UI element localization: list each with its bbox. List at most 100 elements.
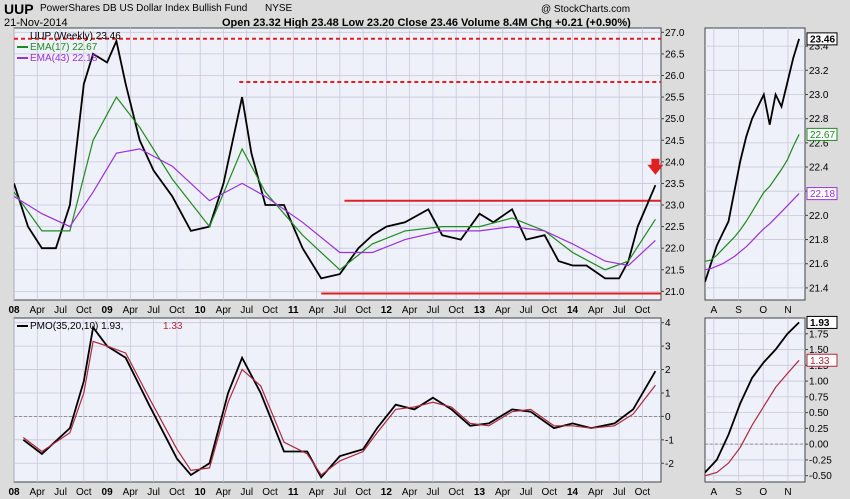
main-pmo-xtick-label: Jul xyxy=(240,487,253,498)
zoom-price-ytick-label: 21.4 xyxy=(809,283,829,294)
zoom-price-ytick-label: 23.0 xyxy=(809,90,829,101)
main-pmo-ytick-label: 4 xyxy=(665,318,671,329)
zoom-price-xtick-label: O xyxy=(759,305,767,316)
main-price-xtick-label: Jul xyxy=(147,305,160,316)
zoom-price-value-box xyxy=(806,32,838,46)
main-price-xtick-label: Jul xyxy=(520,305,533,316)
main-price-ytick-label: 26.5 xyxy=(665,49,685,60)
zoom-price-xtick-label: S xyxy=(735,305,742,316)
legend-price: UUP (Weekly) 23.46 xyxy=(30,31,121,42)
zoom-pmo-ytick-label: 0.50 xyxy=(809,408,829,419)
main-price-ytick-label: 21.5 xyxy=(665,265,685,276)
main-pmo-ytick-label: 1 xyxy=(665,388,671,399)
main-price-ema-43-line xyxy=(14,148,656,267)
main-price-xtick-label: Oct xyxy=(448,305,464,316)
zoom-pmo-ytick-label: 1.50 xyxy=(809,345,829,356)
main-price-xtick-label: 14 xyxy=(567,305,579,316)
main-pmo-pmo-line xyxy=(22,325,657,479)
zoom-price-value-label: 22.18 xyxy=(810,189,835,200)
main-pmo-xtick-label: 13 xyxy=(474,487,486,498)
zoom-price-value-box xyxy=(806,127,838,141)
zoom-price-value-label: 23.46 xyxy=(810,34,835,45)
main-pmo-xtick-label: Apr xyxy=(588,487,604,498)
main-price-xtick-label: Jul xyxy=(427,305,440,316)
zoom-pmo-ytick-label: 1.75 xyxy=(809,329,829,340)
main-price-ytick-label: 22.5 xyxy=(665,222,685,233)
main-price-ytick-label: 27.0 xyxy=(665,28,685,39)
main-price-ytick-label: 23.0 xyxy=(665,201,685,212)
main-pmo-xtick-label: Apr xyxy=(495,487,511,498)
main-price-xtick-label: 09 xyxy=(102,305,114,316)
main-price-xtick-label: Oct xyxy=(542,305,558,316)
zoom-price-xtick-label: N xyxy=(784,305,791,316)
main-price-xtick-label: Oct xyxy=(76,305,92,316)
main-price-xtick-label: 13 xyxy=(474,305,486,316)
main-price-panel xyxy=(13,27,662,301)
main-price-xtick-label: Jul xyxy=(333,305,346,316)
zoom-price-ytick-label: 23.2 xyxy=(809,66,829,77)
main-price-ytick-label: 25.5 xyxy=(665,93,685,104)
zoom-price-ytick-label: 22.4 xyxy=(809,163,829,174)
main-pmo-xtick-label: Oct xyxy=(635,487,651,498)
main-pmo-xtick-label: Jul xyxy=(54,487,67,498)
zoom-pmo-value-box xyxy=(806,315,838,329)
main-price-xtick-label: Apr xyxy=(495,305,511,316)
main-price-xtick-label: Oct xyxy=(355,305,371,316)
main-pmo-panel xyxy=(13,317,662,483)
main-pmo-xtick-label: Jul xyxy=(427,487,440,498)
legend-pmo-signal: 1.33 xyxy=(163,321,183,332)
main-pmo-xtick-label: Apr xyxy=(123,487,139,498)
zoom-pmo-ytick-label: 1.00 xyxy=(809,377,829,388)
zoom-pmo-xtick-label: S xyxy=(735,487,742,498)
main-pmo-xtick-label: Oct xyxy=(542,487,558,498)
zoom-pmo-value-box xyxy=(806,353,838,367)
main-pmo-xtick-label: Oct xyxy=(169,487,185,498)
main-price-xtick-label: 08 xyxy=(8,305,20,316)
main-pmo-ytick-label: -2 xyxy=(665,459,674,470)
zoom-pmo-value-label: 1.93 xyxy=(810,318,830,329)
main-pmo-xtick-label: 11 xyxy=(288,487,299,498)
date-label: 21-Nov-2014 xyxy=(4,17,68,29)
watermark: @ StockCharts.com xyxy=(541,4,631,15)
zoom-pmo-pmo-line xyxy=(705,321,800,474)
zoom-pmo-ytick-label: 0.00 xyxy=(809,440,829,451)
zoom-price-ema-17-line xyxy=(705,134,800,262)
zoom-price-xtick-label: A xyxy=(710,305,717,316)
main-price-xtick-label: Oct xyxy=(169,305,185,316)
main-price-xtick-label: Oct xyxy=(262,305,278,316)
main-price-ytick-label: 26.0 xyxy=(665,71,685,82)
main-pmo-xtick-label: 12 xyxy=(381,487,393,498)
zoom-price-ytick-label: 23.4 xyxy=(809,42,829,53)
main-price-ytick-label: 22.0 xyxy=(665,244,685,255)
symbol-label: UUP xyxy=(4,1,34,17)
zoom-pmo-ytick-label: 0.25 xyxy=(809,424,829,435)
main-price-xtick-label: Oct xyxy=(635,305,651,316)
fund-name: PowerShares DB US Dollar Index Bullish F… xyxy=(40,3,248,14)
main-pmo-xtick-label: Oct xyxy=(355,487,371,498)
sell-signal-arrow xyxy=(647,158,664,175)
main-price-xtick-label: 10 xyxy=(195,305,207,316)
main-pmo-xtick-label: 08 xyxy=(8,487,20,498)
main-pmo-xtick-label: Apr xyxy=(29,487,45,498)
zoom-price-ytick-label: 22.6 xyxy=(809,138,829,149)
zoom-price-value-box xyxy=(806,187,838,201)
main-pmo-xtick-label: Jul xyxy=(613,487,626,498)
main-pmo-xtick-label: Jul xyxy=(147,487,160,498)
main-pmo-xtick-label: Apr xyxy=(216,487,232,498)
main-price-ema-17-line xyxy=(14,96,656,271)
main-price-ytick-label: 25.0 xyxy=(665,114,685,125)
main-pmo-xtick-label: Oct xyxy=(448,487,464,498)
legend-ema43: EMA(43) 22.18 xyxy=(30,53,98,64)
zoom-price-ytick-label: 21.8 xyxy=(809,235,829,246)
main-price-xtick-label: 11 xyxy=(288,305,299,316)
main-price-xtick-label: Apr xyxy=(588,305,604,316)
main-price-xtick-label: Jul xyxy=(54,305,67,316)
main-price-ytick-label: 24.0 xyxy=(665,157,685,168)
zoom-price-ytick-label: 22.0 xyxy=(809,211,829,222)
main-pmo-ytick-label: 2 xyxy=(665,365,671,376)
main-price-xtick-label: Apr xyxy=(402,305,418,316)
zoom-pmo-ytick-label: -0.50 xyxy=(809,471,832,482)
zoom-pmo-xtick-label: A xyxy=(710,487,717,498)
main-price-xtick-label: 12 xyxy=(381,305,393,316)
